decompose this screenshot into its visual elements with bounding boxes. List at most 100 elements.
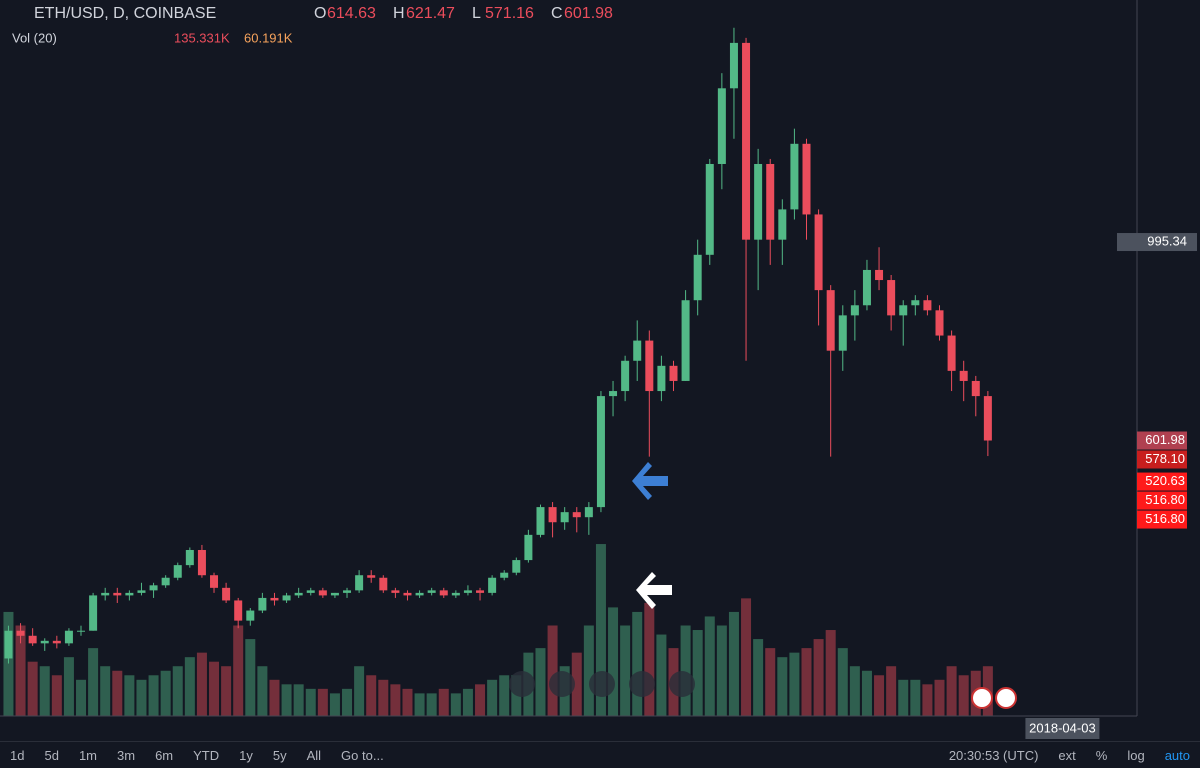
candle-body bbox=[246, 610, 255, 621]
candle-body bbox=[669, 365, 678, 381]
volume-bar bbox=[777, 657, 788, 716]
ohlc-value: 601.98 bbox=[564, 5, 613, 22]
candle-body bbox=[77, 630, 86, 632]
volume-bar bbox=[898, 679, 909, 716]
volume-bar bbox=[837, 648, 848, 716]
candle-body bbox=[173, 565, 182, 578]
event-flags[interactable] bbox=[971, 687, 1017, 709]
ohlc-key: H bbox=[393, 5, 405, 22]
volume-bar bbox=[390, 684, 401, 716]
range-button[interactable]: YTD bbox=[193, 747, 220, 763]
crosshair-price: 995.34 bbox=[1147, 233, 1187, 248]
volume-bar bbox=[317, 688, 328, 716]
volume-bar bbox=[196, 652, 207, 716]
volume-bar bbox=[789, 652, 800, 716]
candle-body bbox=[16, 630, 25, 636]
volume-bar bbox=[88, 648, 99, 716]
volume-bar bbox=[39, 666, 50, 716]
volume-bar bbox=[402, 688, 413, 716]
price-label: 516.80 bbox=[1145, 492, 1185, 507]
option-button[interactable]: % bbox=[1095, 747, 1108, 763]
candle-body bbox=[790, 143, 799, 210]
arrows bbox=[632, 462, 672, 609]
range-button[interactable]: 6m bbox=[155, 747, 174, 763]
zoom-controls[interactable] bbox=[509, 671, 695, 697]
volume-bar bbox=[329, 693, 340, 716]
candle-body bbox=[512, 560, 521, 573]
candle-body bbox=[633, 340, 642, 361]
volume-bar bbox=[547, 625, 558, 716]
option-button[interactable]: log bbox=[1127, 747, 1145, 763]
option-button[interactable]: auto bbox=[1164, 747, 1190, 763]
volume-bar bbox=[849, 666, 860, 716]
goto-button[interactable]: Go to... bbox=[341, 747, 384, 763]
volume-bar bbox=[51, 675, 62, 716]
candle-body bbox=[294, 592, 303, 596]
price-label-box bbox=[1137, 491, 1187, 510]
candle-body bbox=[621, 360, 630, 392]
volume-bar bbox=[124, 675, 135, 716]
volume-bar bbox=[209, 661, 220, 716]
candle-body bbox=[657, 365, 666, 392]
candle-body bbox=[258, 597, 267, 611]
volume-bar bbox=[426, 693, 437, 716]
volume-bar bbox=[27, 661, 38, 716]
candle-body bbox=[850, 305, 859, 316]
candle-body bbox=[548, 507, 557, 523]
ohlc-value: 621.47 bbox=[406, 5, 455, 22]
candle-body bbox=[524, 534, 533, 561]
candle-body bbox=[802, 143, 811, 215]
volume-bar bbox=[886, 666, 897, 716]
candle-body bbox=[536, 507, 545, 535]
candle-body bbox=[717, 88, 726, 164]
range-button[interactable]: 3m bbox=[117, 747, 136, 763]
volume-bar bbox=[378, 679, 389, 716]
volume-bar bbox=[910, 679, 921, 716]
chart: ETH/USD, D, COINBASE O 614.63 H 621.47 L 571.1… bbox=[0, 0, 1200, 741]
volume-bar bbox=[100, 666, 111, 716]
candle-body bbox=[113, 592, 122, 596]
volume-bar bbox=[825, 630, 836, 716]
range-button[interactable]: 1d bbox=[10, 747, 25, 763]
candle-body bbox=[983, 396, 992, 441]
background bbox=[0, 0, 1200, 741]
volume-bar bbox=[414, 693, 425, 716]
volume-bar bbox=[3, 611, 14, 716]
volume-bar bbox=[535, 648, 546, 716]
volume-bar bbox=[704, 616, 715, 716]
candle-body bbox=[161, 577, 170, 586]
candle-body bbox=[935, 310, 944, 336]
range-button[interactable]: 5d bbox=[44, 747, 59, 763]
candle-body bbox=[596, 396, 605, 508]
candle-body bbox=[584, 507, 593, 518]
volume-bar bbox=[221, 666, 232, 716]
candle-body bbox=[40, 640, 49, 644]
candle-body bbox=[234, 600, 243, 621]
volume-bar bbox=[257, 666, 268, 716]
option-button[interactable]: ext bbox=[1058, 747, 1076, 763]
candle-body bbox=[572, 512, 581, 518]
candle-body bbox=[693, 254, 702, 301]
candle-body bbox=[923, 300, 932, 311]
candle-body bbox=[197, 549, 206, 576]
candle-body bbox=[814, 214, 823, 291]
candle-body bbox=[28, 635, 37, 644]
range-button[interactable]: 1m bbox=[78, 747, 97, 763]
volume-bar bbox=[656, 634, 667, 716]
candle-body bbox=[838, 315, 847, 351]
range-button[interactable]: All bbox=[306, 747, 322, 763]
candle-body bbox=[4, 630, 13, 659]
volume-bar bbox=[595, 544, 606, 716]
volume-bar bbox=[644, 602, 655, 716]
volume-bar bbox=[753, 639, 764, 716]
candle-body bbox=[306, 590, 315, 593]
volume-bar bbox=[620, 625, 631, 716]
candle-body bbox=[89, 595, 98, 631]
candle-body bbox=[911, 300, 920, 306]
range-button[interactable]: 5y bbox=[272, 747, 287, 763]
volume-bar bbox=[692, 630, 703, 716]
volume-bar bbox=[342, 688, 353, 716]
volume-bar bbox=[813, 639, 824, 716]
range-button[interactable]: 1y bbox=[239, 747, 253, 763]
ohlc-key: L bbox=[472, 5, 481, 22]
